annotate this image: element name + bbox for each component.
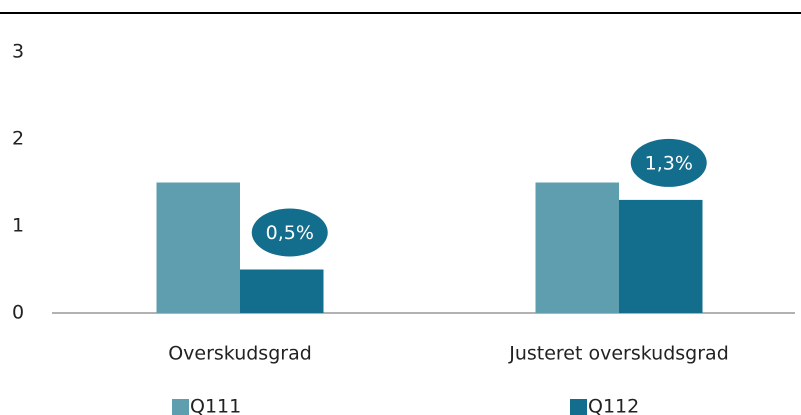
legend-swatch	[570, 399, 587, 415]
value-bubble	[630, 138, 707, 187]
legend-label: Q111	[190, 396, 241, 415]
bar	[535, 182, 619, 313]
legend-label: Q112	[588, 396, 639, 415]
y-tick-label: 0	[12, 302, 24, 324]
bar	[619, 199, 703, 313]
legend-swatch	[172, 399, 189, 415]
value-bubble	[251, 208, 328, 257]
y-tick-label: 3	[12, 41, 24, 63]
value-label: 0,5%	[266, 222, 314, 244]
bar	[156, 182, 240, 313]
x-tick-label: Justeret overskudsgrad	[508, 343, 729, 365]
y-tick-label: 2	[12, 128, 24, 150]
value-label: 1,3%	[645, 152, 693, 174]
y-tick-label: 1	[12, 215, 24, 237]
bar	[240, 269, 324, 313]
x-tick-label: Overskudsgrad	[168, 343, 312, 365]
